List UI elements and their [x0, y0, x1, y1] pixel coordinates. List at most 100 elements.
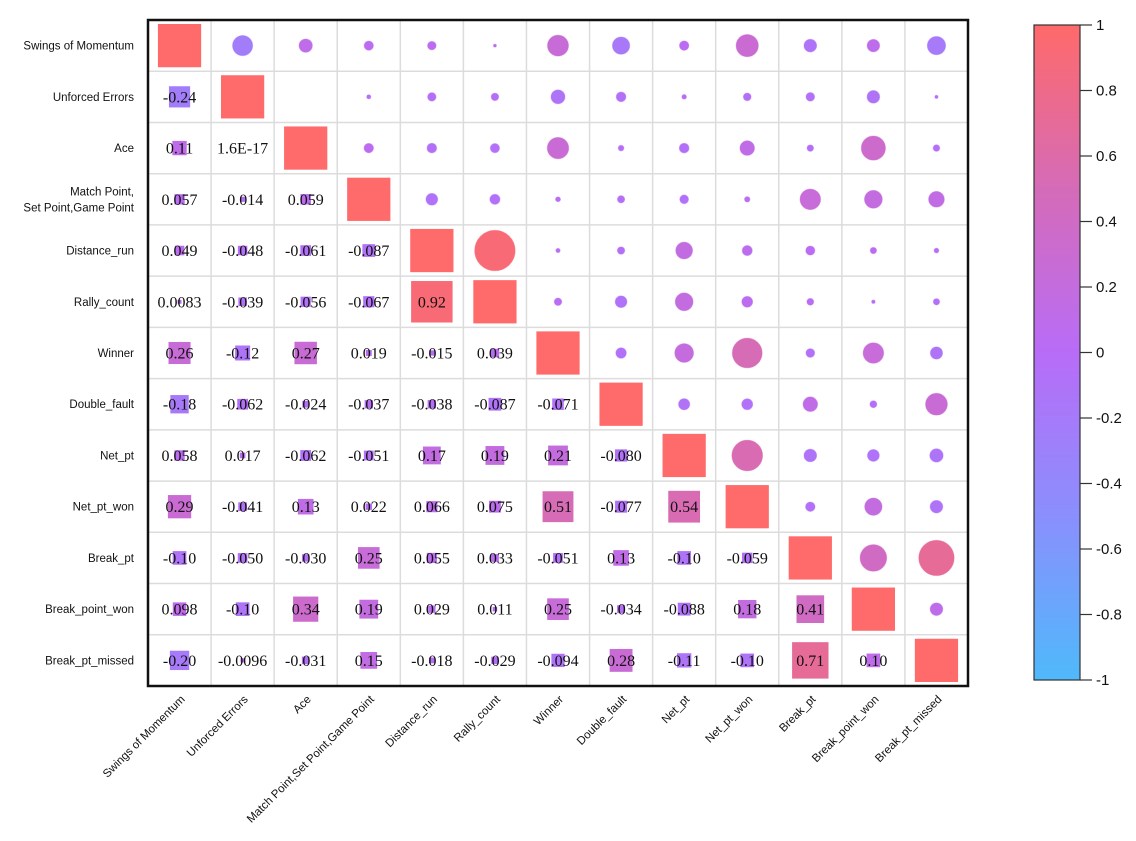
correlation-value-label: -0.015	[411, 346, 452, 363]
matrix-cell: 0.15	[355, 652, 383, 670]
matrix-cell	[426, 91, 438, 103]
correlation-value-label: -0.038	[411, 397, 452, 414]
correlation-circle	[426, 142, 438, 154]
column-label: Net_pt	[660, 693, 693, 726]
correlation-circle	[674, 241, 694, 260]
matrix-cell: 0.29	[166, 495, 194, 519]
matrix-cell	[554, 195, 562, 203]
correlation-value-label: -0.12	[226, 346, 259, 363]
correlation-circle	[473, 229, 517, 272]
matrix-cells: -0.24 0.11 1.6E-17 0.057 -0.014 0.059 0.049 -0.…	[158, 24, 959, 682]
matrix-cell: 0.029	[414, 602, 450, 619]
correlation-value-label: 0.41	[796, 602, 824, 619]
correlation-square	[740, 653, 755, 668]
correlation-square	[300, 245, 312, 256]
correlation-circle	[424, 192, 439, 207]
correlation-circle	[868, 399, 878, 409]
matrix-cell: 0.055	[414, 550, 450, 567]
matrix-cell: 0.18	[733, 599, 761, 619]
correlation-value-label: 0.13	[292, 499, 320, 516]
matrix-cell	[553, 297, 563, 307]
matrix-cell	[725, 485, 769, 529]
matrix-cell: 1.6E-17	[217, 141, 268, 158]
correlation-square	[488, 397, 502, 411]
correlation-square	[866, 653, 881, 668]
correlation-square	[170, 395, 189, 414]
correlation-square	[428, 657, 435, 664]
correlation-circle	[489, 142, 501, 154]
correlation-value-label: -0.10	[731, 653, 764, 670]
matrix-cell	[426, 142, 438, 154]
correlation-value-label: 0.29	[166, 499, 194, 516]
matrix-cell: 0.022	[351, 499, 387, 516]
correlation-value-label: -0.18	[163, 397, 196, 414]
column-label: Rally_count	[452, 693, 504, 745]
matrix-cell	[869, 246, 878, 255]
matrix-cell: -0.094	[537, 653, 578, 670]
correlation-circle	[614, 294, 628, 309]
correlation-circle	[869, 246, 878, 255]
correlation-value-label: -0.087	[348, 243, 389, 260]
colorbar-tick-label: 0.2	[1096, 279, 1117, 296]
matrix-cell	[735, 33, 760, 58]
matrix-cell: -0.030	[285, 550, 326, 567]
matrix-cell: -0.051	[537, 550, 578, 567]
correlation-circle	[730, 439, 764, 472]
correlation-square	[552, 398, 564, 410]
correlation-value-label: -0.24	[163, 89, 196, 106]
correlation-square	[301, 554, 310, 562]
correlation-value-label: 0.019	[351, 346, 387, 363]
colorbar-tick-label: -0.8	[1096, 607, 1122, 624]
correlation-square	[167, 495, 192, 519]
matrix-cell	[489, 142, 501, 154]
correlation-circle	[616, 245, 626, 256]
correlation-circle	[426, 91, 438, 103]
matrix-cell	[917, 539, 956, 577]
correlation-value-label: 0.098	[162, 602, 198, 619]
matrix-cell	[492, 43, 498, 49]
matrix-cell: -0.087	[348, 243, 389, 260]
correlation-circle	[805, 297, 815, 307]
row-label: Rally_count	[74, 297, 135, 309]
matrix-cell	[804, 244, 816, 257]
matrix-cell: 0.21	[544, 445, 572, 466]
correlation-square	[547, 598, 569, 620]
matrix-cell	[866, 89, 881, 105]
matrix-cell: -0.015	[411, 346, 452, 363]
correlation-circle	[363, 39, 375, 52]
column-label: Break_pt	[777, 693, 819, 735]
matrix-cell	[473, 280, 517, 324]
matrix-cell	[614, 294, 628, 309]
correlation-circle	[735, 33, 760, 58]
matrix-cell: -0.20	[163, 650, 196, 671]
correlation-square	[237, 553, 248, 563]
correlation-square	[239, 452, 246, 459]
correlation-circle	[363, 142, 375, 154]
matrix-cell	[617, 144, 625, 152]
matrix-cell	[730, 439, 764, 472]
matrix-cell	[927, 190, 946, 209]
correlation-circle	[742, 91, 753, 102]
correlation-circle	[678, 193, 690, 205]
correlation-value-label: -0.051	[348, 448, 389, 465]
correlation-square	[542, 491, 574, 523]
correlation-circle	[863, 189, 884, 210]
correlation-circle	[611, 35, 631, 56]
correlation-circle	[674, 291, 695, 312]
correlation-circle	[731, 337, 764, 369]
matrix-cell: 0.10	[859, 653, 887, 670]
matrix-cell: 0.017	[225, 448, 261, 465]
correlation-square	[172, 140, 187, 156]
correlation-circle	[554, 195, 562, 203]
correlation-value-label: 0.26	[166, 346, 194, 363]
matrix-cell: 0.13	[292, 498, 320, 516]
correlation-value-label: -0.067	[348, 294, 389, 311]
correlation-value-label: 0.54	[670, 499, 698, 516]
correlation-square	[177, 299, 182, 304]
matrix-cell: 0.033	[477, 550, 513, 567]
matrix-cell	[929, 345, 944, 361]
matrix-cell: -0.10	[226, 602, 259, 619]
matrix-cell: -0.024	[285, 397, 326, 414]
